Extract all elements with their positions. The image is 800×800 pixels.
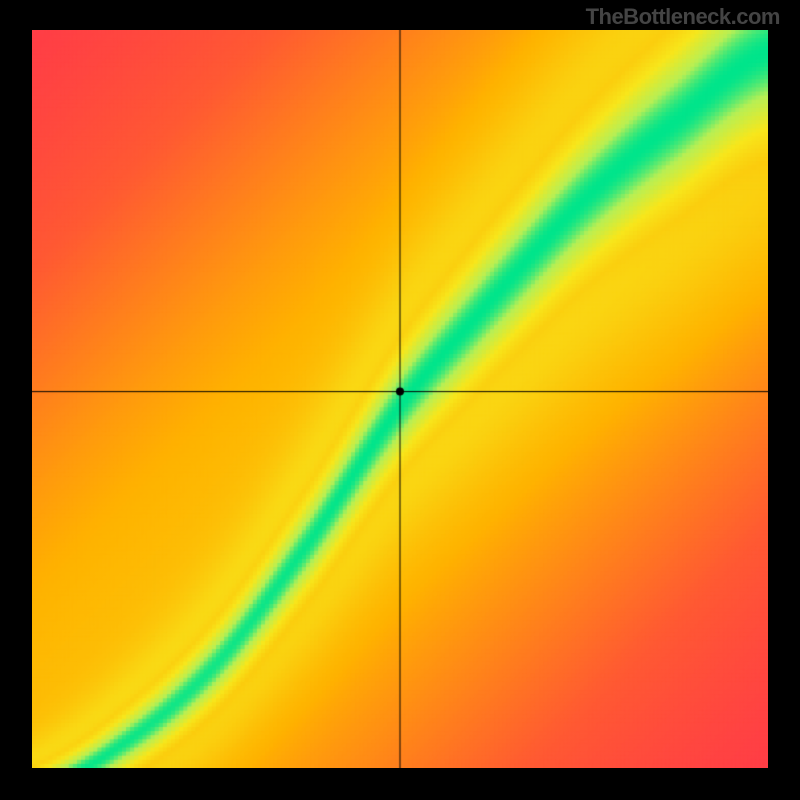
watermark-label: TheBottleneck.com xyxy=(586,4,780,30)
bottleneck-heatmap xyxy=(32,30,768,768)
heatmap-canvas xyxy=(32,30,768,768)
